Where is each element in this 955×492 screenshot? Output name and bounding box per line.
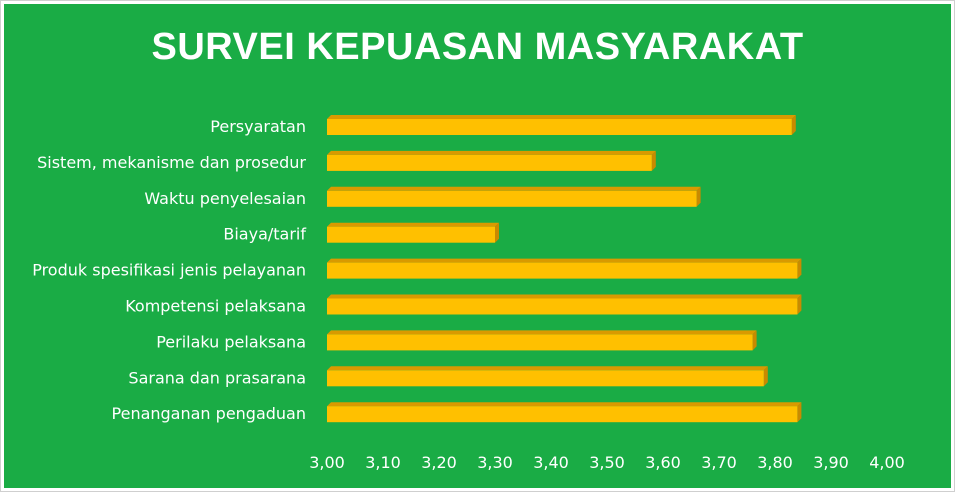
x-tick-label: 3,60 <box>645 453 681 472</box>
bar <box>327 406 798 423</box>
bar-top-face <box>327 294 802 299</box>
bar-side-face <box>495 222 499 243</box>
bar <box>327 262 798 279</box>
x-tick-label: 3,70 <box>701 453 737 472</box>
category-label: Sarana dan prasarana <box>128 368 306 387</box>
x-tick-label: 3,10 <box>365 453 401 472</box>
bar <box>327 334 753 351</box>
bar <box>327 154 652 171</box>
bar-side-face <box>797 258 802 279</box>
x-tick-label: 3,20 <box>421 453 457 472</box>
x-tick-label: 3,30 <box>477 453 513 472</box>
category-label: Biaya/tarif <box>223 225 306 244</box>
bar-side-face <box>752 330 757 351</box>
bar-top-face <box>327 115 796 119</box>
x-tick-label: 3,80 <box>757 453 793 472</box>
bar-top-face <box>327 330 757 335</box>
bar-top-face <box>327 402 802 407</box>
bar <box>327 370 764 387</box>
x-tick-label: 3,50 <box>589 453 625 472</box>
category-label: Produk spesifikasi jenis pelayanan <box>32 261 306 280</box>
category-label: Waktu penyelesaian <box>144 189 306 208</box>
bar-top-face <box>327 258 802 263</box>
bar-side-face <box>763 366 768 387</box>
bar-top-face <box>327 150 656 155</box>
bar <box>327 226 495 243</box>
category-label: Sistem, mekanisme dan prosedur <box>37 153 306 172</box>
x-tick-label: 3,40 <box>533 453 569 472</box>
bar-side-face <box>696 186 701 207</box>
bar-side-face <box>651 150 656 171</box>
x-tick-label: 3,90 <box>813 453 849 472</box>
bar-top-face <box>327 222 499 227</box>
bar-side-face <box>797 402 802 423</box>
category-label: Kompetensi pelaksana <box>125 297 306 316</box>
category-label: Perilaku pelaksana <box>156 332 306 351</box>
bar <box>327 298 798 315</box>
chart-title: SURVEI KEPUASAN MASYARAKAT <box>151 26 804 68</box>
category-label: Persyaratan <box>210 117 306 136</box>
bar-side-face <box>791 115 796 135</box>
bar-top-face <box>327 366 768 371</box>
category-label: Penanganan pengaduan <box>112 404 306 423</box>
x-tick-label: 3,00 <box>309 453 345 472</box>
bar <box>327 119 792 135</box>
bar <box>327 190 697 207</box>
x-tick-label: 4,00 <box>869 453 905 472</box>
bar-side-face <box>797 294 802 315</box>
bar-top-face <box>327 186 701 191</box>
